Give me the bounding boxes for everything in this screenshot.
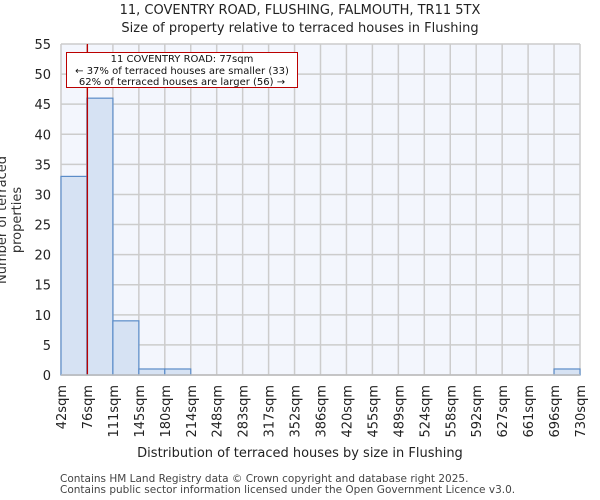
histogram-bar [138,368,166,376]
histogram-bar [553,368,581,376]
annotation-line-1: 11 COVENTRY ROAD: 77sqm [110,54,254,65]
x-tick-label: 111sqm [107,385,122,438]
x-tick-label: 180sqm [159,385,174,438]
y-tick-label: 35 [34,158,51,173]
x-tick-label: 524sqm [418,385,433,438]
x-tick-label: 661sqm [522,385,537,438]
chart-title: 11, COVENTRY ROAD, FLUSHING, FALMOUTH, T… [119,3,481,18]
y-tick-label: 30 [34,188,51,203]
footer-licence: Contains public sector information licen… [60,484,516,496]
y-tick-label: 20 [34,249,51,264]
x-tick-label: 489sqm [392,385,407,438]
x-tick-label: 386sqm [315,385,330,438]
histogram-bar [86,97,114,376]
x-tick-label: 592sqm [470,385,485,438]
histogram-bar [164,368,192,376]
y-tick-label: 0 [43,369,51,384]
y-tick-label: 10 [34,309,51,324]
x-tick-label: 145sqm [133,385,148,438]
y-tick-label: 40 [34,128,51,143]
x-tick-label: 420sqm [340,385,355,438]
x-tick-label: 696sqm [548,385,563,438]
x-axis-label: Distribution of terraced houses by size … [137,446,463,461]
chart-subtitle: Size of property relative to terraced ho… [121,21,479,36]
y-tick-label: 15 [34,279,51,294]
x-tick-label: 248sqm [211,385,226,438]
x-tick-label: 214sqm [185,385,200,438]
annotation-line-3: 62% of terraced houses are larger (56) → [78,77,286,88]
property-annotation: 11 COVENTRY ROAD: 77sqm ← 37% of terrace… [66,52,298,88]
x-tick-label: 627sqm [496,385,511,438]
x-tick-label: 558sqm [444,385,459,438]
x-tick-label: 455sqm [366,385,381,438]
annotation-line-2: ← 37% of terraced houses are smaller (33… [75,65,289,77]
x-tick-label: 317sqm [263,385,278,438]
x-tick-label: 42sqm [55,385,70,429]
histogram-bar [112,320,140,376]
y-tick-label: 5 [43,339,51,354]
x-tick-label: 76sqm [81,385,96,429]
footer-copyright: Contains HM Land Registry data © Crown c… [60,473,469,485]
x-tick-label: 283sqm [237,385,252,438]
y-tick-label: 25 [34,219,51,234]
y-tick-label: 45 [34,98,51,113]
x-tick-label: 352sqm [289,385,304,438]
y-tick-label: 55 [34,38,51,53]
y-tick-label: 50 [34,68,51,83]
histogram-bar [60,175,88,376]
y-axis-label: Number of terraced properties [0,156,25,284]
x-tick-label: 730sqm [574,385,589,438]
